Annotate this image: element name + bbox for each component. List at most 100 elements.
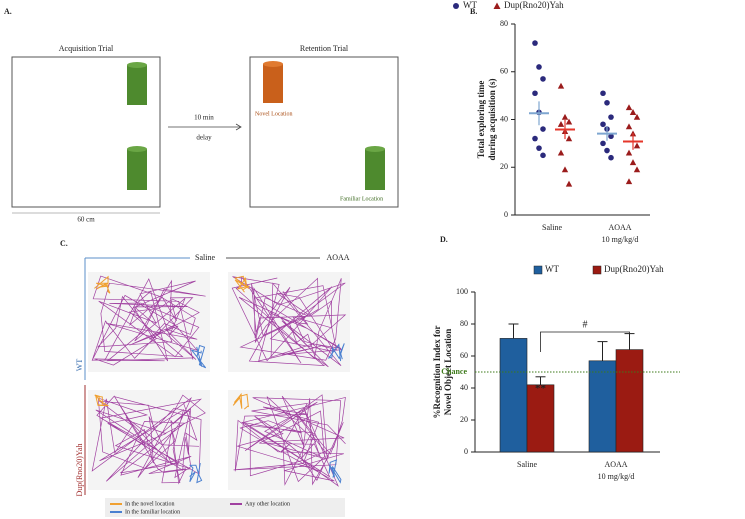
legend-marker <box>592 265 602 275</box>
point <box>604 99 610 106</box>
track-familiar <box>328 459 342 484</box>
track-familiar <box>190 344 207 369</box>
point <box>604 147 610 154</box>
y-axis-label: Total exploring time <box>476 81 486 159</box>
point <box>608 133 614 140</box>
point <box>532 90 538 97</box>
track-novel <box>94 275 111 294</box>
x-tick-label: Saline <box>542 223 562 232</box>
y-tick-label: 20 <box>460 415 468 424</box>
y-tick-label: 0 <box>504 210 508 219</box>
point <box>565 180 573 187</box>
track <box>231 275 347 368</box>
panel-label: A. <box>4 7 12 16</box>
bar <box>499 338 528 453</box>
legend-label: Any other location <box>245 501 290 507</box>
point <box>536 145 542 151</box>
legend-label: Dup(Rno20)Yah <box>504 0 564 10</box>
x-tick-label: Saline <box>517 460 537 469</box>
track-novel <box>232 392 249 410</box>
track-bg <box>228 390 350 490</box>
point <box>561 113 569 120</box>
bar <box>588 360 617 453</box>
point <box>557 120 565 127</box>
point <box>633 166 641 173</box>
point <box>561 166 569 173</box>
track-familiar <box>327 343 345 362</box>
legend-label: WT <box>463 0 477 10</box>
point <box>540 152 546 159</box>
y-tick-label: 20 <box>500 162 508 171</box>
annotation: ** <box>535 382 547 394</box>
x-tick-label: AOAA <box>604 460 627 469</box>
track-familiar <box>188 463 203 484</box>
y-tick-label: 80 <box>460 319 468 328</box>
y-tick-label: 40 <box>460 383 468 392</box>
text: Dup(Rno20)Yah <box>75 444 84 497</box>
cylinders <box>127 61 385 190</box>
point <box>633 113 641 120</box>
y-tick-label: 40 <box>500 114 508 123</box>
legend-marker <box>453 3 459 9</box>
y-tick-label: 0 <box>464 447 468 456</box>
track <box>91 275 206 366</box>
point <box>532 135 538 142</box>
point <box>536 64 542 70</box>
y-tick-label: 100 <box>456 287 468 296</box>
y-tick-label: 60 <box>460 351 468 360</box>
text: Acquisition Trial <box>59 44 114 53</box>
y-axis-label: Novel Object Location <box>443 329 453 415</box>
text: Saline <box>195 253 215 262</box>
point <box>625 178 633 185</box>
reference-label: Chance <box>441 367 467 376</box>
text: AOAA <box>326 253 349 262</box>
point <box>625 123 633 130</box>
point <box>608 114 614 120</box>
point <box>629 109 637 115</box>
track <box>233 394 346 487</box>
point <box>557 149 565 156</box>
point <box>600 90 606 97</box>
text: Novel Location <box>255 111 293 117</box>
point <box>565 118 573 125</box>
track-novel <box>94 394 110 407</box>
text: 10 min <box>194 114 214 122</box>
point <box>532 40 538 46</box>
point <box>557 82 565 89</box>
point <box>600 121 606 128</box>
annotation: # <box>583 319 588 330</box>
y-axis-label: %Recognition Index for <box>432 325 442 418</box>
point <box>540 76 546 82</box>
legend-box <box>105 498 345 517</box>
bracket <box>540 331 630 352</box>
y-axis-label: during acquisition (s) <box>487 78 497 160</box>
text: Retention Trial <box>300 44 349 53</box>
text: Familiar Location <box>340 196 383 202</box>
x-tick-sublabel: 10 mg/kg/d <box>598 472 635 481</box>
text: WT <box>75 359 84 372</box>
panel-label: B. <box>470 7 477 16</box>
point <box>540 126 546 132</box>
arrow-head <box>235 123 242 131</box>
point <box>625 104 633 111</box>
tracks <box>88 272 350 490</box>
x-tick-label: AOAA <box>608 223 631 232</box>
arena <box>249 56 399 208</box>
point <box>633 142 641 149</box>
legend-label: WT <box>545 264 559 274</box>
bar <box>526 384 555 453</box>
point <box>608 154 614 161</box>
y-tick-label: 60 <box>500 67 508 76</box>
legend-marker <box>493 2 501 9</box>
legend-label: Dup(Rno20)Yah <box>604 264 664 274</box>
legend-marker <box>533 265 543 275</box>
legend-label: In the novel location <box>125 501 175 507</box>
bar <box>615 349 644 453</box>
panel-label: C. <box>60 239 68 248</box>
track-novel <box>234 275 250 293</box>
panel-label: D. <box>440 235 448 244</box>
arena <box>11 56 161 208</box>
text: delay <box>196 134 212 142</box>
point <box>565 135 573 142</box>
